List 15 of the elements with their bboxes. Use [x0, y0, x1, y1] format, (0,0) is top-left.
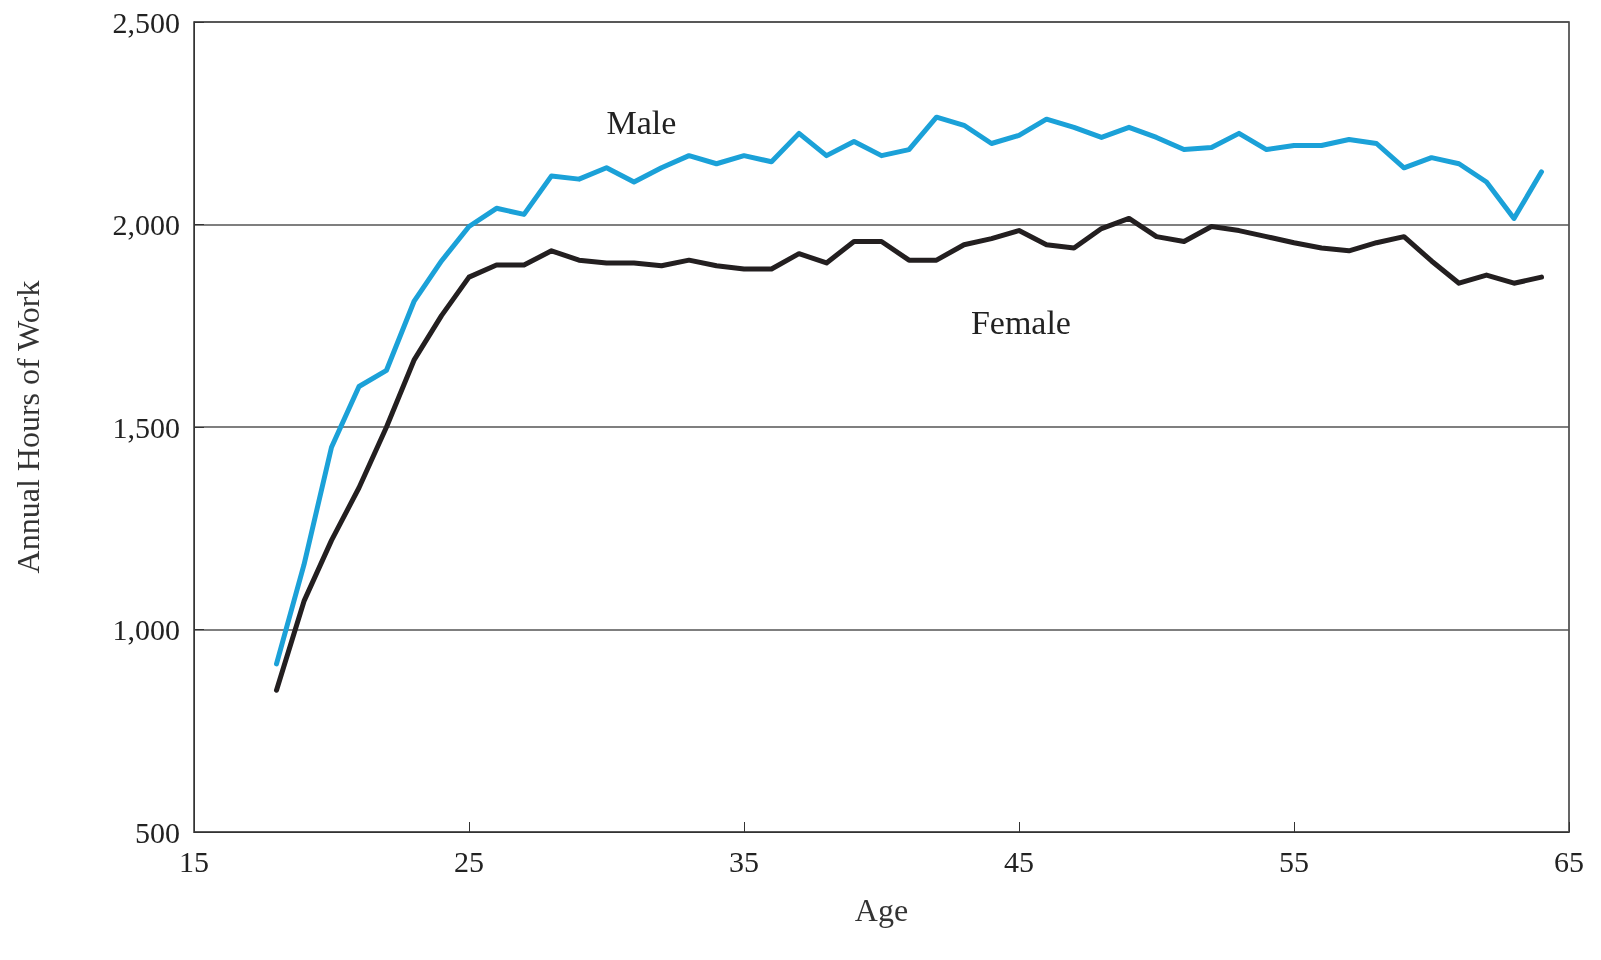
y-tick-label: 2,500 — [112, 5, 180, 39]
y-tick-label: 500 — [135, 815, 180, 849]
x-tick-label: 25 — [454, 844, 484, 878]
x-tick-label: 35 — [729, 844, 759, 878]
y-tick-label: 2,000 — [112, 208, 180, 241]
series-label: Female — [970, 304, 1071, 341]
x-tick-label: 65 — [1554, 844, 1584, 878]
x-tick-label: 45 — [1004, 844, 1034, 878]
y-axis-title: Annual Hours of Work — [10, 280, 46, 574]
y-tick-label: 1,000 — [112, 613, 180, 646]
series-label: Male — [606, 103, 677, 141]
x-tick-label: 55 — [1279, 844, 1309, 878]
x-tick-label: 15 — [179, 844, 209, 878]
y-tick-label: 1,500 — [112, 410, 180, 444]
x-axis-title: Age — [854, 892, 909, 928]
